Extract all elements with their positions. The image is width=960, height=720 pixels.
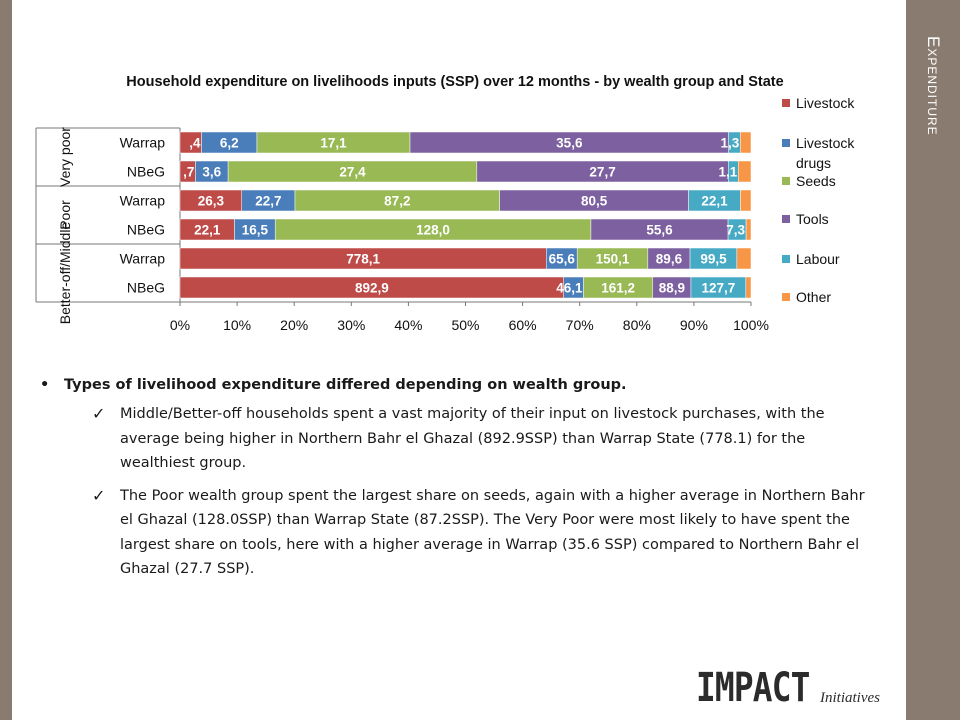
bar-data-label: 65,6 <box>549 252 576 267</box>
bar-data-label: 17,1 <box>320 136 347 151</box>
stacked-bar-chart: Warrap NBeG Very poor Warrap NBeG Poor Warrap N… <box>35 95 855 333</box>
chart-title: Household expenditure on livelihoods inp… <box>126 74 784 90</box>
sub-bullet-item: ✓ The Poor wealth group spent the larges… <box>40 484 880 582</box>
bar-data-label: 1,1 <box>719 165 738 180</box>
bar-data-label: 150,1 <box>596 252 630 267</box>
legend-label: Tools <box>796 211 829 227</box>
row-label: NBeG <box>127 164 165 180</box>
bar-data-label: 80,5 <box>581 194 608 209</box>
legend-swatch <box>782 99 790 107</box>
impact-logo: IMPACT Initiatives <box>696 664 880 712</box>
bar-segment <box>740 189 752 212</box>
bar-segment <box>740 131 752 154</box>
group-label: Better-off/Middle <box>57 222 73 325</box>
group-label: Very poor <box>57 127 73 187</box>
x-tick-label: 90% <box>680 317 708 333</box>
bar-data-label: 7,3 <box>726 223 745 238</box>
row-label: Warrap <box>120 135 166 151</box>
bar-segment <box>738 160 752 183</box>
bar-data-label: 22,7 <box>255 194 281 209</box>
sub-bullet-text: The Poor wealth group spent the largest … <box>120 487 865 578</box>
x-tick-label: 10% <box>223 317 251 333</box>
bar-data-label: 27,4 <box>339 165 366 180</box>
bar-data-label: ,4 <box>189 136 201 151</box>
legend-label: Livestock <box>796 95 855 111</box>
bar-data-label: 46,1 <box>556 281 583 296</box>
sub-bullet-item: ✓ Middle/Better-off households spent a v… <box>40 402 880 476</box>
legend-swatch <box>782 293 790 301</box>
bar-data-label: ,7 <box>183 165 194 180</box>
bar-data-label: 778,1 <box>346 252 380 267</box>
bar-data-label: 35,6 <box>556 136 583 151</box>
bar-data-label: 128,0 <box>416 223 450 238</box>
bullet-item: • Types of livelihood expenditure differ… <box>40 374 880 396</box>
logo-sub-text: Initiatives <box>820 690 880 706</box>
group-label: Poor <box>57 200 73 230</box>
side-title-band: Expenditure <box>906 0 960 720</box>
checkmark-icon: ✓ <box>92 404 106 423</box>
x-tick-label: 20% <box>280 317 308 333</box>
bar-data-label: 88,9 <box>659 281 685 296</box>
bullet-list: • Types of livelihood expenditure differ… <box>40 374 880 590</box>
row-label: Warrap <box>120 251 166 267</box>
x-tick-label: 60% <box>509 317 537 333</box>
bar-data-label: 89,6 <box>656 252 683 267</box>
bar-data-label: 3,6 <box>202 165 221 180</box>
x-tick-label: 40% <box>394 317 422 333</box>
legend-label-continued: drugs <box>796 155 831 171</box>
bar-data-label: 6,2 <box>220 136 239 151</box>
left-accent-strip <box>0 0 12 720</box>
bar-data-label: 892,9 <box>355 281 389 296</box>
sub-bullet-text: Middle/Better-off households spent a vas… <box>120 406 825 471</box>
bar-data-label: 1,3 <box>720 136 739 151</box>
x-tick-label: 30% <box>337 317 365 333</box>
bar-data-label: 55,6 <box>646 223 673 238</box>
bar-data-label: 16,5 <box>242 223 269 238</box>
legend-label: Livestock <box>796 135 855 151</box>
x-tick-label: 80% <box>623 317 651 333</box>
legend-swatch <box>782 255 790 263</box>
slide-title: Expenditure <box>924 36 943 136</box>
x-tick-label: 50% <box>451 317 479 333</box>
bullet-dot-icon: • <box>40 377 50 393</box>
bar-data-label: 22,1 <box>194 223 221 238</box>
bar-data-label: 27,7 <box>589 165 615 180</box>
logo-main-text: IMPACT <box>696 665 810 711</box>
bar-segment <box>745 276 752 299</box>
bar-data-label: 26,3 <box>198 194 225 209</box>
x-tick-label: 100% <box>733 317 769 333</box>
row-label: NBeG <box>127 222 165 238</box>
bullet-text: Types of livelihood expenditure differed… <box>64 377 627 393</box>
bar-segment <box>736 247 752 270</box>
row-label: NBeG <box>127 280 165 296</box>
bar-data-label: 99,5 <box>700 252 727 267</box>
checkmark-icon: ✓ <box>92 485 106 505</box>
bar-data-label: 127,7 <box>702 281 736 296</box>
bar-data-label: 161,2 <box>601 281 635 296</box>
legend-label: Seeds <box>796 173 836 189</box>
legend-label: Other <box>796 289 831 305</box>
x-tick-label: 0% <box>170 317 190 333</box>
legend-label: Labour <box>796 251 840 267</box>
bar-segment <box>745 218 752 241</box>
row-label: Warrap <box>120 193 166 209</box>
legend-swatch <box>782 177 790 185</box>
x-tick-label: 70% <box>566 317 594 333</box>
legend-swatch <box>782 215 790 223</box>
legend-swatch <box>782 139 790 147</box>
bar-data-label: 87,2 <box>384 194 410 209</box>
bar-data-label: 22,1 <box>701 194 728 209</box>
